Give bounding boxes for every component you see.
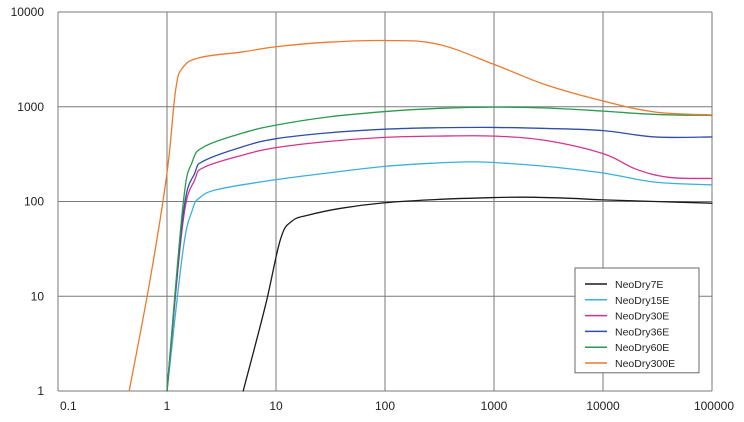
series-line-neodry60e [166, 106, 713, 392]
y-tick-label: 100 [24, 195, 44, 209]
series-line-neodry300e [128, 39, 713, 392]
series-layer [128, 39, 713, 392]
series-line-neodry30e [166, 135, 713, 392]
x-tick-label: 10000 [586, 399, 620, 413]
x-tick-label: 0.1 [60, 399, 77, 413]
x-tick-label: 100 [375, 399, 395, 413]
x-axis-ticks: 0.1 1 10 100 1000 10000 100000 [60, 399, 734, 413]
y-tick-label: 1000 [17, 100, 44, 114]
legend-label: NeoDry30E [615, 311, 669, 323]
legend: NeoDry7E NeoDry15E NeoDry30E NeoDry36E NeoDr… [574, 267, 700, 374]
legend-label: NeoDry60E [615, 342, 669, 354]
y-axis-ticks: 1 10 100 1000 10000 [11, 5, 45, 398]
x-tick-label: 10 [269, 399, 283, 413]
y-tick-label: 1 [37, 384, 44, 398]
series-line-neodry7e [242, 196, 713, 392]
legend-label: NeoDry15E [615, 295, 669, 307]
legend-box [574, 267, 700, 374]
series-line-neodry36e [166, 126, 713, 392]
y-tick-label: 10 [31, 289, 45, 303]
legend-label: NeoDry7E [615, 279, 663, 291]
x-tick-label: 1 [164, 399, 171, 413]
series-line-neodry15e [166, 161, 713, 392]
y-tick-label: 10000 [11, 5, 45, 19]
legend-label: NeoDry36E [615, 326, 669, 338]
x-tick-label: 100000 [694, 399, 734, 413]
legend-label: NeoDry300E [615, 358, 675, 370]
x-tick-label: 1000 [481, 399, 508, 413]
